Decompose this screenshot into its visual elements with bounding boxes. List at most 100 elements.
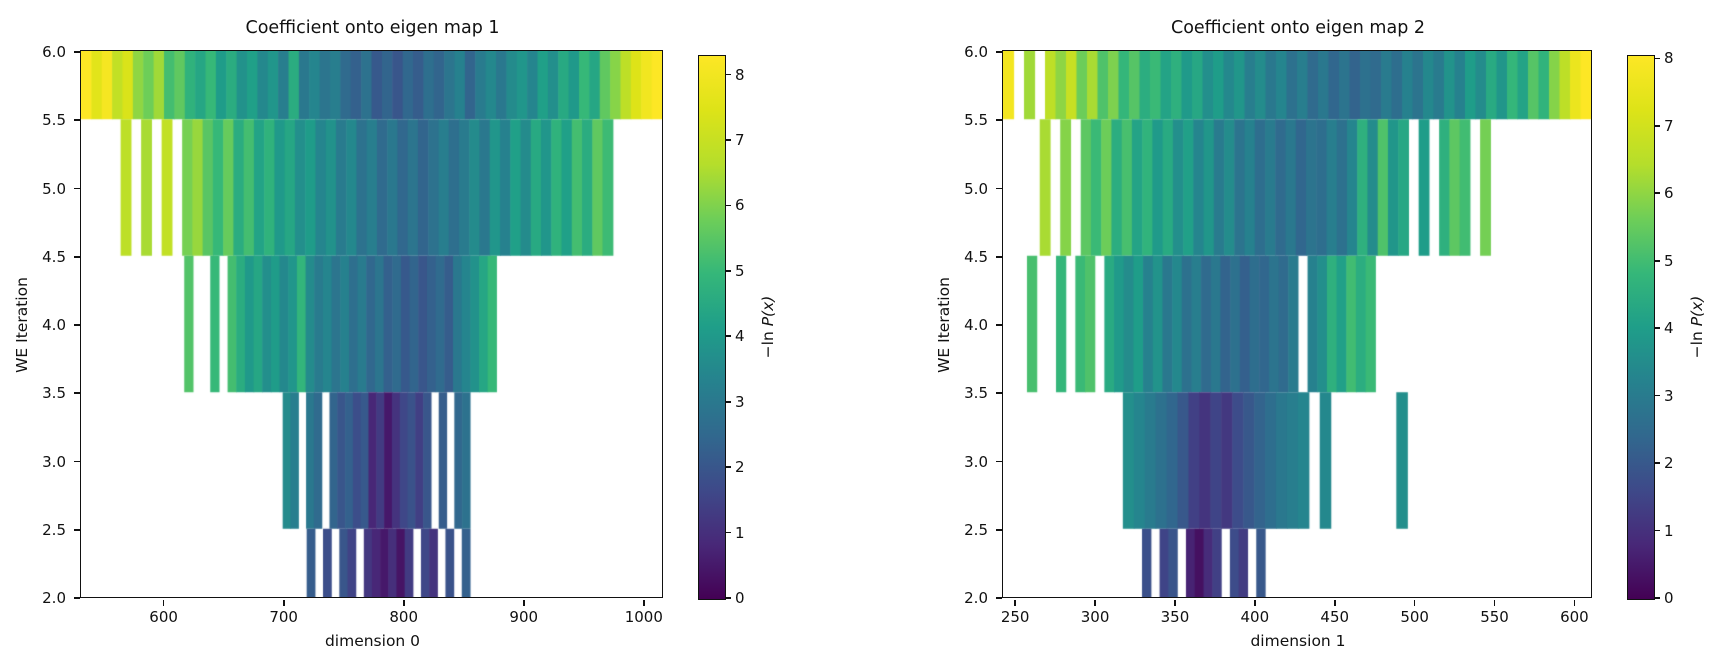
y-tick-label: 3.0 bbox=[42, 452, 66, 471]
x-tick-label: 400 bbox=[1240, 608, 1270, 626]
colorbar-tick-label: 3 bbox=[1664, 386, 1674, 405]
colorbar-tick-label: 6 bbox=[1664, 184, 1674, 203]
x-tick-mark bbox=[1254, 599, 1256, 606]
x-tick-mark bbox=[162, 599, 165, 606]
colorbar-tick-label: 4 bbox=[1664, 319, 1674, 338]
x-tick-label: 800 bbox=[389, 608, 419, 626]
x-tick-label: 450 bbox=[1320, 608, 1350, 626]
y-tick-mark bbox=[74, 187, 81, 190]
y-tick-mark bbox=[996, 324, 1003, 326]
y-tick-mark bbox=[74, 597, 81, 599]
colorbar-tick-label: 8 bbox=[735, 65, 745, 84]
colorbar-tick-label: 7 bbox=[1664, 116, 1674, 135]
y-tick-label: 2.0 bbox=[42, 589, 66, 607]
y-tick-mark bbox=[74, 255, 81, 258]
x-axis-label: dimension 1 bbox=[1250, 632, 1346, 650]
colorbar-tick-mark bbox=[1654, 192, 1660, 195]
colorbar-tick-label: 5 bbox=[1664, 251, 1674, 270]
y-tick-label: 2.0 bbox=[964, 589, 988, 607]
colorbar-tick-label: 5 bbox=[735, 261, 745, 280]
x-axis-label: dimension 0 bbox=[324, 632, 421, 650]
y-tick-mark bbox=[74, 119, 81, 122]
x-tick-label: 300 bbox=[1080, 608, 1110, 626]
y-tick-label: 6.0 bbox=[42, 43, 66, 61]
y-tick-mark bbox=[996, 187, 1003, 190]
colorbar-tick-mark bbox=[1654, 394, 1660, 397]
x-tick-mark bbox=[1413, 599, 1416, 606]
y-tick-mark bbox=[74, 460, 81, 463]
colorbar-tick-label: 0 bbox=[1664, 589, 1674, 607]
colorbar-tick-mark bbox=[725, 335, 731, 338]
x-tick-label: 500 bbox=[1400, 608, 1429, 626]
y-tick-mark bbox=[74, 324, 81, 326]
colorbar-tick-mark bbox=[1654, 259, 1660, 262]
colorbar-tick-mark bbox=[1654, 124, 1660, 127]
colorbar-tick-label: 1 bbox=[1664, 521, 1674, 540]
chart-title: Coefficient onto eigen map 2 bbox=[1170, 18, 1426, 38]
colorbar-tick-mark bbox=[725, 466, 731, 468]
colorbar-tick-label: 8 bbox=[1664, 49, 1674, 68]
plot-frame bbox=[1002, 50, 1593, 599]
y-tick-label: 2.5 bbox=[964, 520, 988, 539]
colorbar-label: −ln P(x) bbox=[1688, 295, 1706, 358]
y-tick-mark bbox=[996, 597, 1003, 599]
y-tick-label: 5.5 bbox=[42, 111, 66, 130]
colorbar-label-variable: P bbox=[1688, 316, 1706, 326]
y-tick-mark bbox=[996, 392, 1003, 395]
colorbar-tick-mark bbox=[725, 400, 731, 403]
colorbar-tick-mark bbox=[725, 531, 731, 534]
y-tick-label: 3.5 bbox=[964, 384, 988, 403]
x-tick-mark bbox=[1014, 599, 1017, 606]
colorbar-label-prefix: −ln bbox=[759, 325, 777, 358]
colorbar-tick-mark bbox=[725, 270, 731, 272]
y-tick-mark bbox=[74, 392, 81, 395]
y-tick-label: 6.0 bbox=[964, 43, 988, 61]
colorbar-label-variable: P bbox=[759, 316, 777, 326]
x-tick-label: 1000 bbox=[624, 608, 663, 626]
colorbar-tick-mark bbox=[1654, 327, 1660, 330]
colorbar-tick-label: 6 bbox=[735, 196, 745, 215]
colorbar-tick-mark bbox=[725, 73, 731, 76]
colorbar-label-arg: (x) bbox=[1688, 295, 1706, 317]
y-tick-label: 3.5 bbox=[42, 384, 66, 403]
chart-title: Coefficient onto eigen map 1 bbox=[245, 18, 500, 38]
y-tick-mark bbox=[74, 51, 81, 53]
x-tick-mark bbox=[522, 599, 525, 606]
colorbar-tick-label: 7 bbox=[735, 131, 745, 150]
colorbar-tick-mark bbox=[725, 597, 731, 599]
x-tick-mark bbox=[282, 599, 285, 606]
colorbar-tick-mark bbox=[725, 204, 731, 207]
x-tick-label: 600 bbox=[149, 608, 178, 626]
y-tick-label: 5.0 bbox=[42, 179, 66, 198]
colorbar-tick-label: 2 bbox=[1664, 454, 1674, 473]
colorbar-tick-label: 4 bbox=[735, 327, 745, 346]
colorbar-tick-label: 3 bbox=[735, 392, 745, 411]
heatmap-canvas bbox=[81, 51, 663, 598]
y-tick-label: 5.5 bbox=[964, 111, 988, 130]
colorbar-tick-mark bbox=[725, 139, 731, 141]
x-tick-mark bbox=[1573, 599, 1576, 606]
colorbar-label: −ln P(x) bbox=[759, 295, 777, 358]
colorbar-tick-label: 1 bbox=[735, 523, 745, 542]
x-tick-mark bbox=[642, 599, 645, 606]
colorbar bbox=[1627, 55, 1655, 600]
x-tick-label: 550 bbox=[1480, 608, 1509, 626]
y-tick-label: 4.0 bbox=[964, 316, 988, 334]
y-tick-label: 2.5 bbox=[42, 520, 66, 539]
x-tick-mark bbox=[1333, 599, 1336, 606]
x-tick-label: 700 bbox=[269, 608, 298, 626]
x-tick-label: 350 bbox=[1160, 608, 1190, 626]
x-tick-label: 600 bbox=[1560, 608, 1589, 626]
x-tick-mark bbox=[1094, 599, 1096, 606]
y-tick-mark bbox=[996, 255, 1003, 258]
colorbar-tick-label: 2 bbox=[735, 458, 745, 477]
colorbar-label-arg: (x) bbox=[759, 295, 777, 317]
colorbar-tick-mark bbox=[1654, 57, 1660, 60]
x-tick-mark bbox=[1174, 599, 1176, 606]
y-tick-label: 5.0 bbox=[964, 179, 988, 198]
colorbar-tick-mark bbox=[1654, 462, 1660, 464]
y-tick-label: 4.0 bbox=[42, 316, 66, 334]
x-tick-label: 900 bbox=[509, 608, 539, 626]
y-tick-mark bbox=[996, 51, 1003, 53]
x-tick-mark bbox=[1493, 599, 1496, 606]
